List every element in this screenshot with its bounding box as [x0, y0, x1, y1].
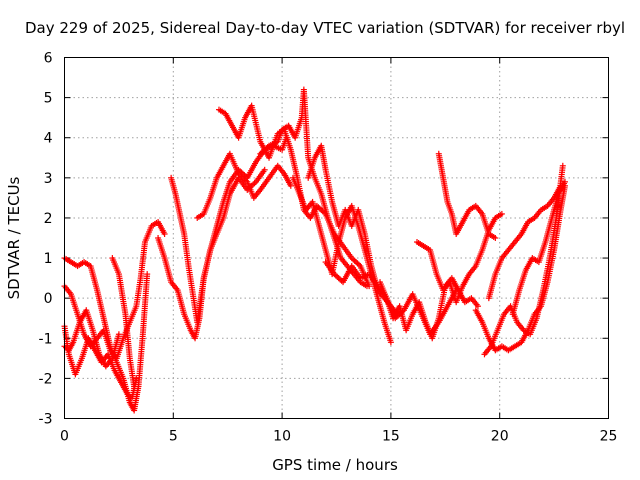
x-tick-label: 10: [273, 429, 291, 445]
data-point: [144, 271, 151, 278]
x-tick-label: 5: [169, 429, 178, 445]
series-arc-7: [168, 166, 268, 326]
y-tick-label: 3: [44, 171, 53, 187]
x-tick-label: 15: [382, 429, 400, 445]
series-arc-18: [481, 162, 566, 358]
plot-area: [61, 86, 568, 414]
series-arc-4: [61, 307, 122, 370]
y-tick-label: -3: [39, 412, 53, 428]
y-tick-label: -1: [39, 331, 53, 347]
data-point: [131, 383, 138, 390]
grid-lines: [64, 57, 609, 419]
y-tick-label: -2: [39, 371, 53, 387]
y-tick-label: 4: [44, 131, 53, 147]
y-tick-labels: -3 -2 -1 0 1 2 3 4 5 6: [39, 51, 53, 428]
y-tick-label: 6: [44, 51, 53, 67]
y-tick-label: 0: [44, 291, 53, 307]
data-point: [133, 375, 140, 382]
data-point: [115, 331, 122, 338]
y-tick-label: 5: [44, 91, 53, 107]
y-axis-label: SDTVAR / TECUs: [5, 176, 23, 299]
x-tick-label: 0: [60, 429, 69, 445]
chart-title: Day 229 of 2025, Sidereal Day-to-day VTE…: [25, 19, 625, 37]
x-tick-label: 25: [600, 429, 618, 445]
y-tick-label: 2: [44, 211, 53, 227]
data-point: [161, 230, 168, 237]
x-tick-labels: 0 5 10 15 20 25: [60, 429, 617, 445]
x-axis-label: GPS time / hours: [272, 456, 398, 474]
y-tick-label: 1: [44, 251, 53, 267]
series-arc-3: [61, 218, 168, 362]
x-tick-label: 20: [491, 429, 509, 445]
series-arc-5: [109, 255, 138, 390]
series-arc-16: [435, 150, 499, 241]
series-arc-14: [377, 275, 481, 342]
